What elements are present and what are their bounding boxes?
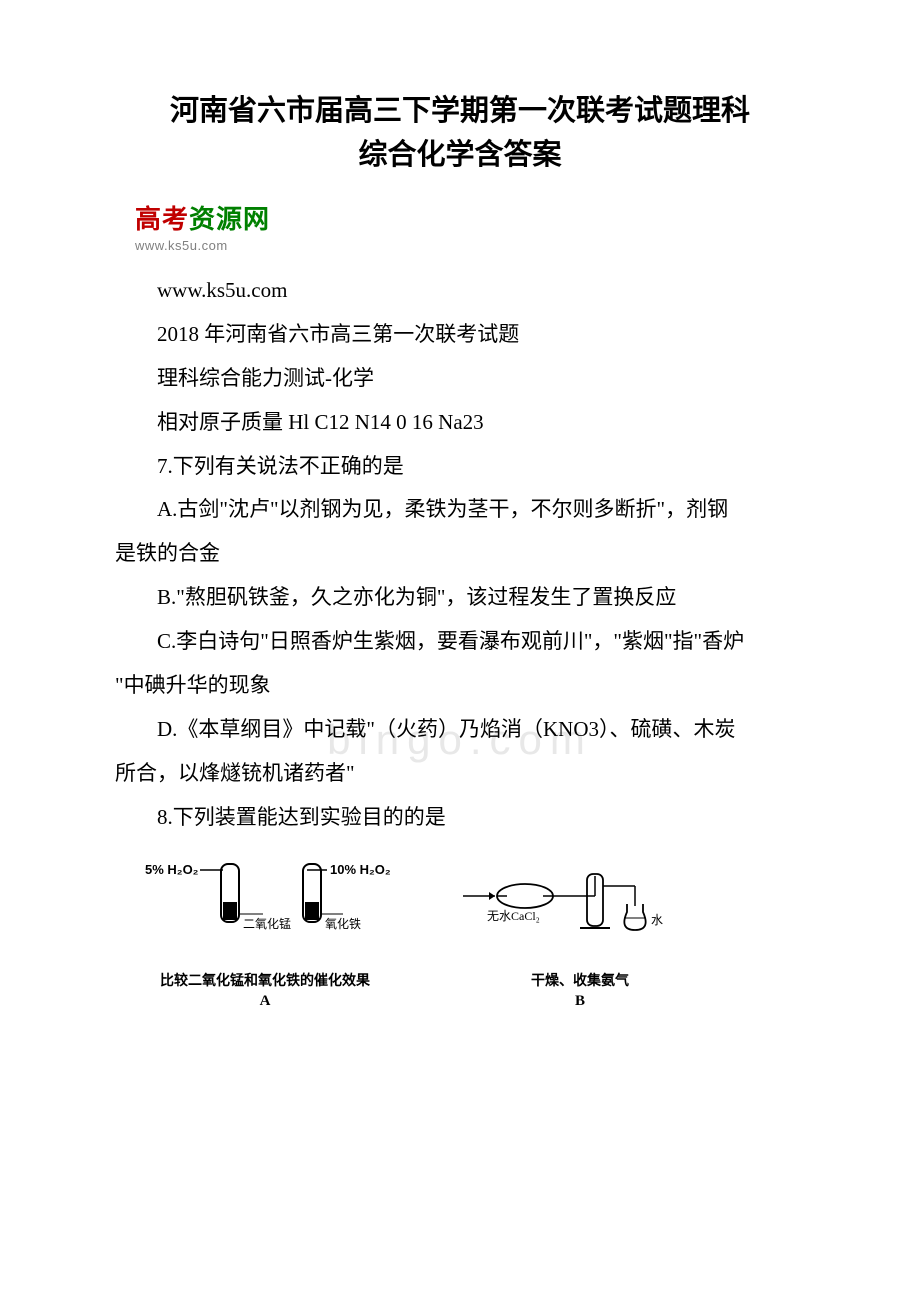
figure-a: 5% H₂O₂ 二氧化锰 10% H₂O₂ 氧化铁 比较二氧化锰和氧化铁的催化效… — [135, 856, 395, 1011]
source-url: www.ks5u.com — [115, 271, 805, 311]
fig-a-left-sub: 二氧化锰 — [243, 916, 291, 931]
figure-b: 无水CaCl₂ 水 干燥、收集氨气 B — [455, 856, 705, 1011]
atomic-mass-line: 相对原子质量 Hl C12 N14 0 16 Na23 — [115, 403, 805, 443]
fig-b-flask-label: 水 — [651, 913, 663, 927]
question-8: 8.下列装置能达到实验目的的是 — [115, 798, 805, 838]
exam-title: 2018 年河南省六市高三第一次联考试题 — [115, 315, 805, 355]
title-line-1: 河南省六市届高三下学期第一次联考试题理科 — [115, 90, 805, 134]
logo-red-text: 高考 — [135, 205, 189, 234]
fig-a-right-sub: 氧化铁 — [325, 917, 361, 931]
logo-green-text: 资源网 — [189, 205, 270, 234]
option-7a-line2: 是铁的合金 — [115, 534, 805, 574]
document-body: 河南省六市届高三下学期第一次联考试题理科 综合化学含答案 高考资源网 www.k… — [115, 90, 805, 1010]
figure-row: 5% H₂O₂ 二氧化锰 10% H₂O₂ 氧化铁 比较二氧化锰和氧化铁的催化效… — [135, 856, 805, 1011]
title-line-2: 综合化学含答案 — [115, 134, 805, 178]
option-7c-line1: C.李白诗句"日照香炉生紫烟，要看瀑布观前川"，"紫烟"指"香炉 — [115, 622, 805, 662]
option-7d-line2: 所合，以烽燧铳机诸药者" — [115, 754, 805, 794]
document-title: 河南省六市届高三下学期第一次联考试题理科 综合化学含答案 — [115, 90, 805, 177]
figure-b-caption: 干燥、收集氨气 — [531, 972, 629, 992]
option-7c-line2: "中碘升华的现象 — [115, 666, 805, 706]
fig-b-tube-label: 无水CaCl₂ — [487, 909, 540, 923]
option-7b: B."熬胆矾铁釜，久之亦化为铜"，该过程发生了置换反应 — [115, 578, 805, 618]
figure-b-letter: B — [575, 993, 585, 1010]
option-7a-line1: A.古剑"沈卢"以剂钢为见，柔铁为茎干，不尔则多断折"，剂钢 — [115, 490, 805, 530]
figure-a-letter: A — [260, 993, 271, 1010]
fig-a-right-label: 10% H₂O₂ — [330, 862, 391, 877]
fig-a-left-label: 5% H₂O₂ — [145, 862, 199, 877]
site-logo: 高考资源网 www.ks5u.com — [135, 199, 805, 253]
logo-url: www.ks5u.com — [135, 238, 805, 253]
question-7: 7.下列有关说法不正确的是 — [115, 447, 805, 487]
figure-a-caption: 比较二氧化锰和氧化铁的催化效果 — [160, 972, 370, 992]
figure-b-svg: 无水CaCl₂ 水 — [455, 856, 705, 966]
subject-line: 理科综合能力测试-化学 — [115, 359, 805, 399]
figure-a-svg: 5% H₂O₂ 二氧化锰 10% H₂O₂ 氧化铁 — [135, 856, 395, 966]
logo-text: 高考资源网 — [135, 199, 805, 236]
option-7d-line1: D.《本草纲目》中记载"（火药）乃焰消（KNO3）、硫磺、木炭 — [115, 710, 805, 750]
